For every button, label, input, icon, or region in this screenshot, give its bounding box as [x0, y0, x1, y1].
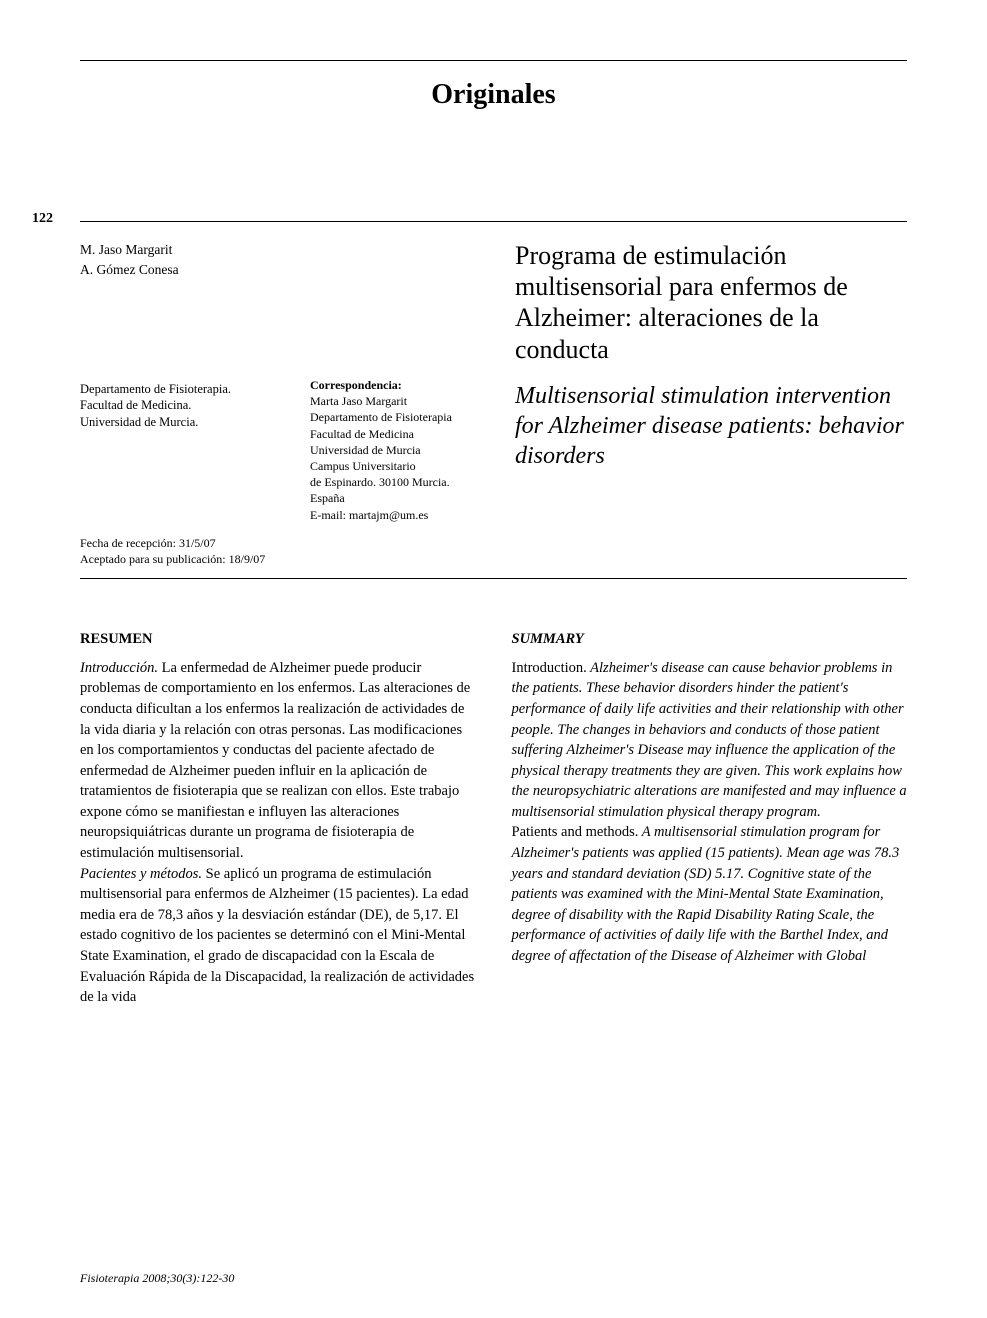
- author-name: A. Gómez Conesa: [80, 260, 290, 280]
- resumen-heading: RESUMEN: [80, 629, 476, 650]
- footer-citation: Fisioterapia 2008;30(3):122-30: [80, 1271, 234, 1286]
- summary-intro-label: Introduction.: [512, 660, 587, 676]
- resumen-intro-label: Introducción.: [80, 660, 158, 676]
- title-col: Programa de estimulación multisensorial …: [500, 240, 907, 523]
- page-number: 122: [32, 211, 53, 227]
- summary-column: SUMMARY Introduction. Alzheimer's diseas…: [512, 629, 908, 1007]
- header-block: M. Jaso Margarit A. Gómez Conesa Departa…: [80, 240, 907, 523]
- resumen-column: RESUMEN Introducción. La enfermedad de A…: [80, 629, 476, 1007]
- author-name: M. Jaso Margarit: [80, 240, 290, 260]
- date-accepted: Aceptado para su publicación: 18/9/07: [80, 551, 907, 568]
- correspondence-body: Marta Jaso Margarit Departamento de Fisi…: [310, 393, 480, 523]
- summary-methods-text: A multisensorial stimulation program for…: [512, 824, 900, 963]
- summary-body: Introduction. Alzheimer's disease can ca…: [512, 658, 908, 967]
- date-received: Fecha de recepción: 31/5/07: [80, 535, 907, 552]
- resumen-intro-text: La enfermedad de Alzheimer puede produci…: [80, 660, 470, 861]
- body-top-rule: [80, 578, 907, 579]
- article-title-es: Programa de estimulación multisensorial …: [515, 240, 907, 365]
- abstract-columns: RESUMEN Introducción. La enfermedad de A…: [80, 629, 907, 1007]
- article-title-en: Multisensorial stimulation intervention …: [515, 381, 907, 471]
- date-block: Fecha de recepción: 31/5/07 Aceptado par…: [80, 535, 907, 569]
- summary-heading: SUMMARY: [512, 629, 908, 650]
- summary-methods-label: Patients and methods.: [512, 824, 639, 840]
- resumen-methods-text: Se aplicó un programa de estimulación mu…: [80, 866, 474, 1005]
- resumen-methods-label: Pacientes y métodos.: [80, 866, 202, 882]
- affiliation: Departamento de Fisioterapia. Facultad d…: [80, 381, 290, 432]
- authors-affiliation-col: M. Jaso Margarit A. Gómez Conesa Departa…: [80, 240, 290, 523]
- meta-top-rule: [80, 221, 907, 222]
- correspondence-col: Correspondencia: Marta Jaso Margarit Dep…: [310, 240, 480, 523]
- summary-intro-text: Alzheimer's disease can cause behavior p…: [512, 660, 907, 820]
- correspondence-label: Correspondencia:: [310, 378, 402, 392]
- section-header: Originales: [80, 79, 907, 111]
- author-list: M. Jaso Margarit A. Gómez Conesa: [80, 240, 290, 281]
- resumen-body: Introducción. La enfermedad de Alzheimer…: [80, 658, 476, 1008]
- top-rule: [80, 60, 907, 61]
